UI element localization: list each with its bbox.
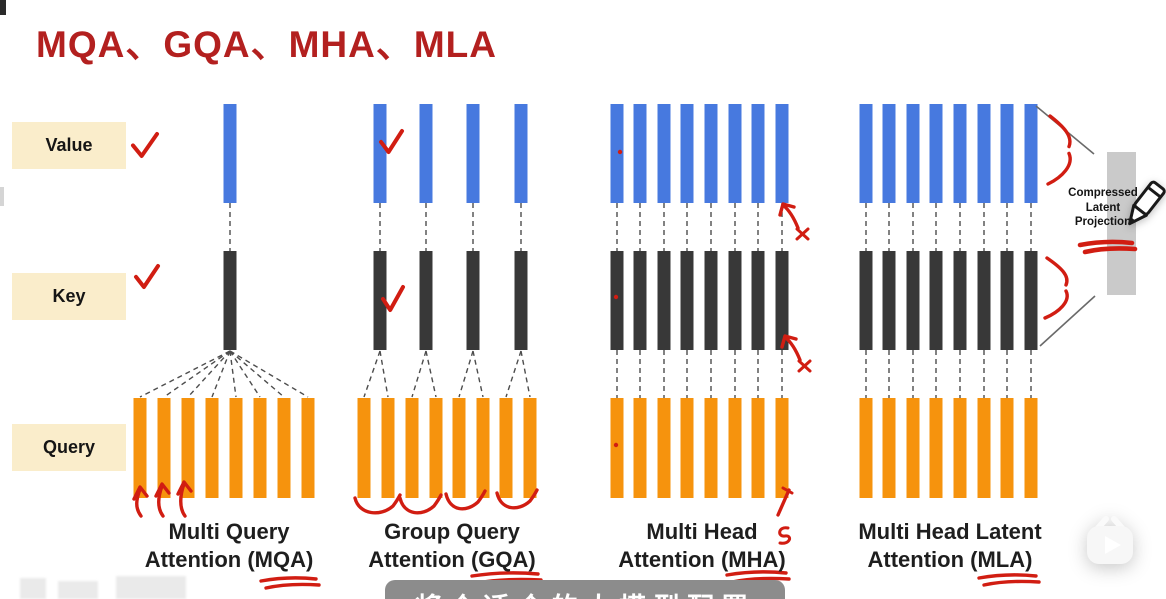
- compressed-latent-projection-label: Compressed Latent Projection: [1060, 186, 1146, 230]
- latent-label-line3: Projection: [1074, 216, 1132, 228]
- red-annotation: [154, 482, 171, 498]
- red-annotation: [259, 576, 318, 583]
- row-label-value: Value: [12, 122, 126, 169]
- red-annotation: [982, 579, 1041, 587]
- watermark-fragment: [116, 576, 186, 599]
- watermark-fragment: [20, 578, 46, 599]
- red-annotation: [778, 526, 792, 545]
- corner-artifact: [0, 0, 6, 15]
- red-annotation: [1048, 114, 1072, 149]
- caption-mha: Multi Head Attention (MHA): [572, 518, 832, 574]
- bilibili-play-button[interactable]: [1081, 513, 1139, 575]
- caption-mqa: Multi Query Attention (MQA): [99, 518, 359, 574]
- red-annotation: [176, 480, 193, 496]
- bilibili-tv-icon: [1087, 516, 1133, 564]
- caption-mla-line1: Multi Head Latent: [858, 519, 1042, 544]
- caption-mla: Multi Head Latent Attention (MLA): [820, 518, 1080, 574]
- pencil-cursor-icon: [1128, 180, 1166, 226]
- red-annotation: [264, 582, 321, 590]
- caption-mha-line2: Attention (MHA): [618, 547, 786, 572]
- red-annotation: [1045, 256, 1069, 287]
- red-annotation: [1077, 239, 1135, 248]
- caption-gqa-line1: Group Query: [384, 519, 520, 544]
- red-annotation: [797, 359, 812, 373]
- red-annotation: [131, 132, 159, 158]
- red-annotation: [470, 571, 540, 578]
- caption-mqa-line2: Attention (MQA): [144, 547, 314, 572]
- red-annotation: [795, 227, 810, 241]
- edge-artifact: [0, 187, 4, 206]
- red-annotation: [1046, 151, 1072, 186]
- caption-mla-line2: Attention (MLA): [867, 547, 1033, 572]
- latent-label-line2: Latent: [1085, 201, 1121, 214]
- red-annotation: [781, 203, 800, 230]
- red-annotation: [780, 334, 798, 349]
- red-annotation: [495, 488, 539, 510]
- red-annotation: [353, 493, 402, 515]
- caption-gqa-line2: Attention (GQA): [368, 547, 536, 572]
- red-dot-annotation: [613, 294, 619, 300]
- red-annotation: [398, 493, 443, 515]
- row-label-key: Key: [12, 273, 126, 320]
- red-dot-annotation: [613, 442, 619, 448]
- red-annotation: [1043, 289, 1069, 320]
- red-annotation: [134, 264, 160, 289]
- latent-label-line1: Compressed: [1068, 187, 1138, 199]
- red-annotation: [444, 489, 487, 511]
- red-annotation: [725, 570, 788, 577]
- caption-mha-line1: Multi Head: [646, 519, 758, 544]
- red-annotation: [977, 573, 1038, 580]
- red-annotation: [132, 485, 149, 501]
- red-annotation: [781, 486, 794, 495]
- subtitle-text: 将个适合的大模型配置: [415, 593, 755, 599]
- red-annotation: [783, 335, 802, 362]
- caption-mqa-line1: Multi Query: [168, 519, 290, 544]
- red-dot-annotation: [617, 149, 623, 155]
- watermark-fragment: [58, 581, 98, 599]
- red-annotation: [1082, 246, 1138, 255]
- row-label-query: Query: [12, 424, 126, 471]
- red-annotation: [379, 129, 404, 154]
- red-annotation: [778, 202, 796, 217]
- subtitle-bar: 将个适合的大模型配置: [385, 580, 785, 599]
- caption-gqa: Group Query Attention (GQA): [322, 518, 582, 574]
- red-annotation: [381, 285, 405, 312]
- page-title: MQA、GQA、MHA、MLA: [36, 24, 498, 65]
